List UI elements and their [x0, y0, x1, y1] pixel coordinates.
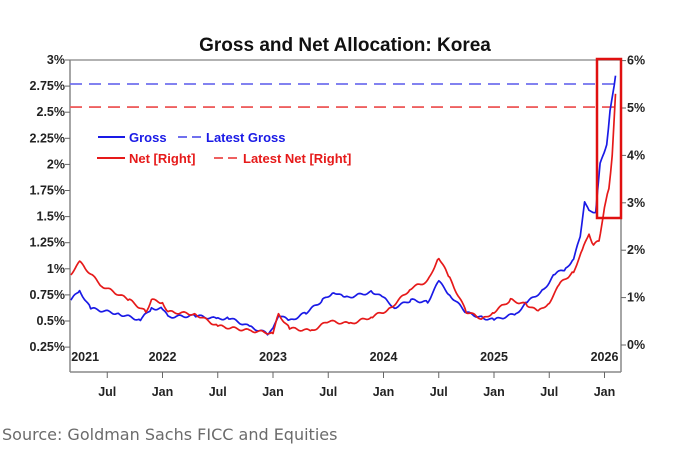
- right-tick-label: 3%: [627, 196, 645, 210]
- left-tick-label: 2%: [47, 157, 65, 171]
- year-label: 2021: [71, 350, 99, 364]
- source-caption: Source: Goldman Sachs FICC and Equities: [2, 425, 338, 444]
- year-label: 2024: [370, 350, 398, 364]
- month-label: Jul: [430, 385, 448, 399]
- month-label: Jan: [483, 385, 505, 399]
- left-tick-label: 2.5%: [37, 105, 66, 119]
- left-tick-label: 0.75%: [30, 288, 65, 302]
- right-tick-label: 1%: [627, 291, 645, 305]
- right-tick-label: 4%: [627, 148, 645, 162]
- left-tick-label: 3%: [47, 53, 65, 67]
- legend: Gross Latest Gross Net [Right] Latest Ne…: [97, 130, 351, 166]
- month-label: Jan: [262, 385, 284, 399]
- left-tick-label: 2.75%: [30, 79, 65, 93]
- legend-net-label: Net [Right]: [129, 151, 195, 166]
- right-tick-label: 5%: [627, 101, 645, 115]
- year-label: 2025: [480, 350, 508, 364]
- legend-latest-net-label: Latest Net [Right]: [243, 151, 351, 166]
- year-label: 2026: [591, 350, 619, 364]
- left-tick-label: 2.25%: [30, 131, 65, 145]
- legend-latest-gross-label: Latest Gross: [206, 130, 285, 145]
- month-label: Jan: [152, 385, 174, 399]
- month-label: Jul: [98, 385, 116, 399]
- chart-title: Gross and Net Allocation: Korea: [199, 35, 491, 56]
- series-lines: [70, 75, 617, 336]
- year-label: 2022: [149, 350, 177, 364]
- left-tick-label: 1.25%: [30, 236, 65, 250]
- right-tick-label: 2%: [627, 243, 645, 257]
- month-label: Jul: [540, 385, 558, 399]
- left-tick-label: 1.75%: [30, 184, 65, 198]
- axes: 3% 2.75% 2.5% 2.25% 2% 1.75% 1.5% 1.25% 1% 0.75% 0…: [30, 53, 646, 399]
- reference-lines: [70, 83, 621, 108]
- right-tick-label: 0%: [627, 338, 645, 352]
- left-tick-label: 1%: [47, 262, 65, 276]
- month-label: Jul: [319, 385, 337, 399]
- gross-series-line: [70, 75, 617, 336]
- month-label: Jan: [594, 385, 616, 399]
- right-tick-label: 6%: [627, 54, 645, 68]
- left-tick-label: 0.25%: [30, 340, 65, 354]
- left-tick-label: 1.5%: [37, 210, 66, 224]
- year-label: 2023: [259, 350, 287, 364]
- net-series-line: [70, 93, 617, 335]
- highlight-box: [595, 57, 623, 220]
- month-label: Jan: [373, 385, 395, 399]
- left-tick-label: 0.5%: [37, 314, 66, 328]
- month-label: Jul: [209, 385, 227, 399]
- legend-gross-label: Gross: [129, 130, 167, 145]
